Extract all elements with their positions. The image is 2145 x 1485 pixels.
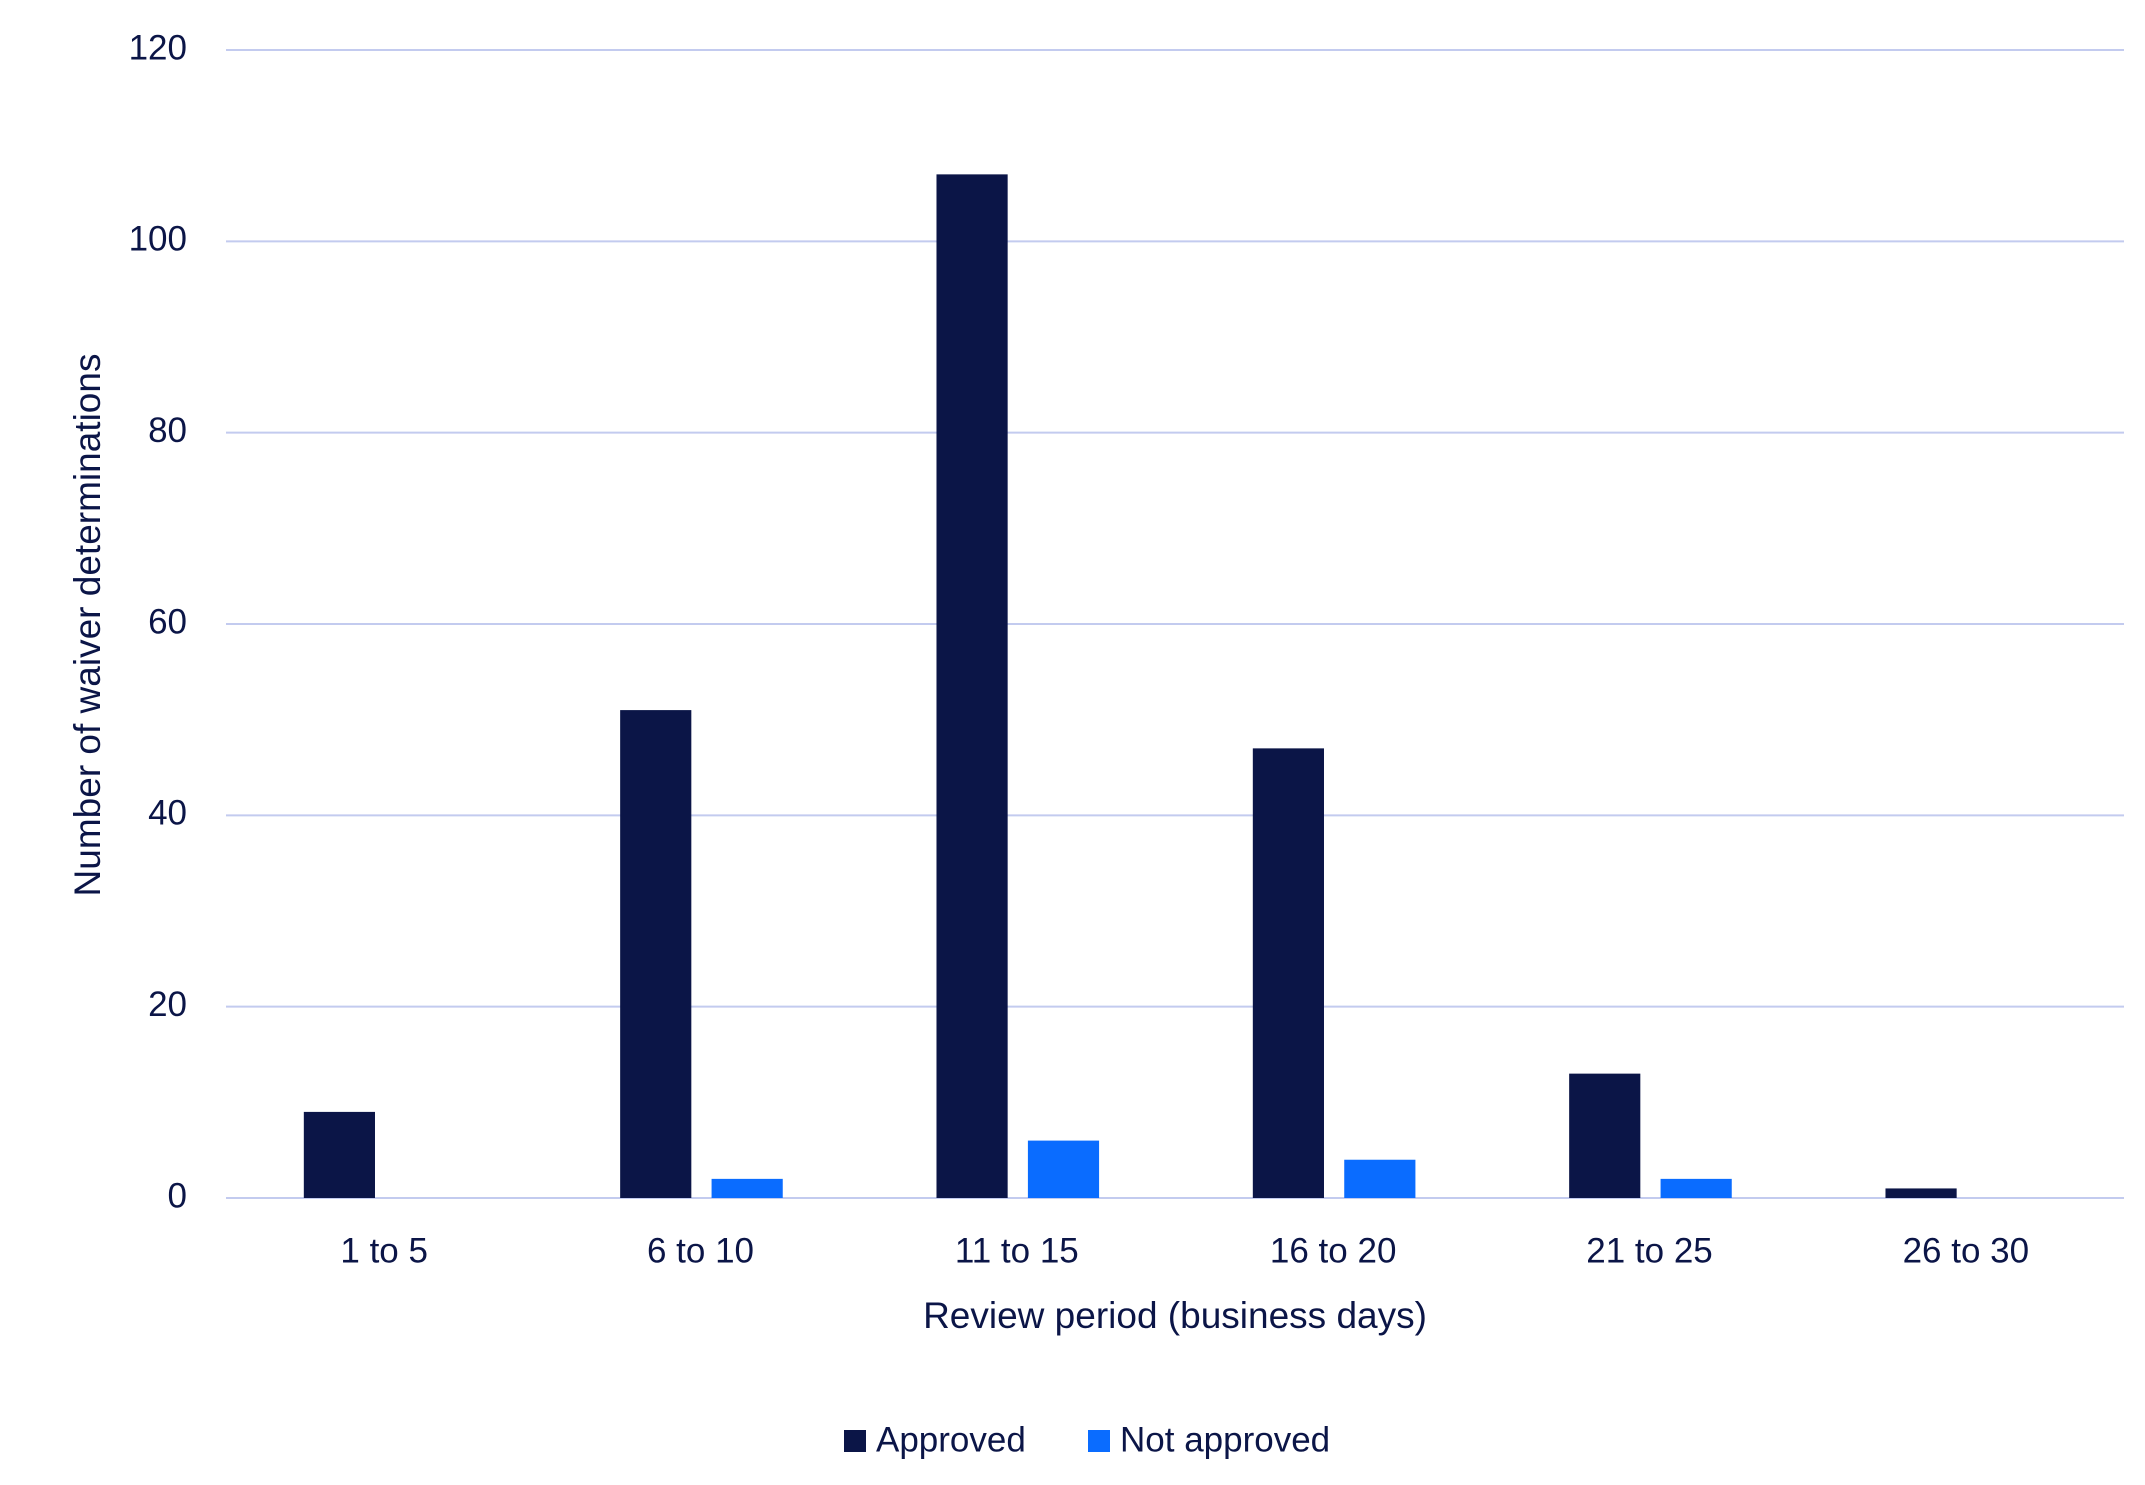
x-tick-label: 11 to 15 — [955, 1231, 1079, 1270]
x-axis-title: Review period (business days) — [923, 1295, 1427, 1336]
x-tick-label: 21 to 25 — [1586, 1231, 1713, 1270]
y-tick-label: 20 — [148, 985, 187, 1024]
legend-swatch — [844, 1430, 866, 1452]
legend-swatch — [1088, 1430, 1110, 1452]
y-tick-label: 40 — [148, 794, 187, 833]
bar — [936, 174, 1008, 1198]
y-tick-label: 0 — [168, 1176, 187, 1215]
y-tick-label: 60 — [148, 602, 187, 641]
legend-label: Not approved — [1120, 1420, 1330, 1459]
x-tick-label: 26 to 30 — [1903, 1231, 2030, 1270]
y-axis-title: Number of waiver determinations — [67, 354, 108, 897]
bar — [620, 710, 692, 1198]
y-tick-label: 80 — [148, 411, 187, 450]
bar — [1027, 1140, 1100, 1198]
bar — [711, 1178, 783, 1198]
x-tick-label: 16 to 20 — [1270, 1231, 1397, 1270]
legend-label: Approved — [876, 1420, 1026, 1459]
bar — [1569, 1073, 1641, 1198]
bar — [1885, 1188, 1957, 1198]
y-tick-label: 120 — [129, 28, 187, 67]
bar — [303, 1111, 375, 1198]
x-tick-label: 1 to 5 — [340, 1231, 428, 1270]
x-tick-label: 6 to 10 — [647, 1231, 754, 1270]
bar — [1344, 1159, 1416, 1198]
bar — [1660, 1178, 1732, 1198]
y-tick-label: 100 — [129, 220, 187, 259]
bar — [1252, 748, 1324, 1198]
